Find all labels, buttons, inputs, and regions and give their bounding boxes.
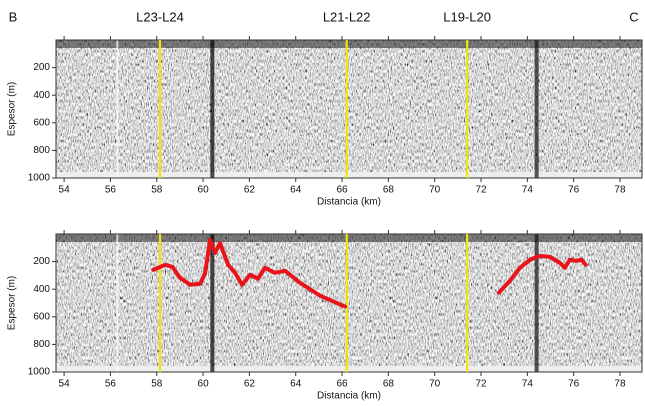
radar-image [56, 234, 642, 372]
profile-stripe [210, 234, 215, 372]
x-tick-label: 60 [198, 185, 210, 196]
y-tick-label: 600 [33, 311, 50, 322]
profile-stripe [534, 234, 539, 372]
x-tick-label: 54 [59, 185, 71, 196]
x-tick-label: 74 [522, 379, 534, 390]
x-tick-label: 76 [568, 379, 580, 390]
x-axis-label: Distancia (km) [317, 391, 381, 402]
x-tick-label: 56 [105, 185, 117, 196]
x-tick-label: 68 [383, 379, 395, 390]
x-tick-label: 58 [151, 379, 163, 390]
y-tick-label: 600 [33, 117, 50, 128]
x-tick-label: 72 [475, 185, 487, 196]
y-tick-label: 400 [33, 284, 50, 295]
bed-band [56, 172, 642, 178]
x-tick-label: 62 [244, 185, 256, 196]
profile-stripe [116, 40, 119, 178]
y-axis-label: Espesor (m) [7, 82, 18, 136]
x-axis-label: Distancia (km) [317, 197, 381, 208]
y-tick-label: 800 [33, 145, 50, 156]
bed-band [56, 366, 642, 372]
x-tick-label: 70 [429, 185, 441, 196]
x-tick-label: 76 [568, 185, 580, 196]
x-tick-label: 66 [336, 379, 348, 390]
plot-frame [55, 39, 643, 179]
x-tick-label: 66 [336, 185, 348, 196]
x-tick-label: 58 [151, 185, 163, 196]
y-tick-label: 800 [33, 339, 50, 350]
profile-stripe [116, 234, 119, 372]
x-tick-label: 78 [614, 379, 626, 390]
x-tick-label: 64 [290, 379, 302, 390]
x-tick-label: 60 [198, 379, 210, 390]
y-tick-label: 1000 [28, 367, 51, 378]
y-tick-label: 200 [33, 256, 50, 267]
surface-band [56, 40, 642, 48]
x-tick-label: 62 [244, 379, 256, 390]
x-tick-label: 54 [59, 379, 71, 390]
profile-stripe [534, 40, 539, 178]
marker-label: L21-L22 [323, 9, 371, 24]
x-tick-label: 72 [475, 379, 487, 390]
y-tick-label: 1000 [28, 173, 51, 184]
y-tick-label: 200 [33, 62, 50, 73]
x-tick-label: 70 [429, 379, 441, 390]
x-tick-label: 74 [522, 185, 534, 196]
marker-label: L23-L24 [136, 9, 184, 24]
x-tick-label: 68 [383, 185, 395, 196]
y-axis-label: Espesor (m) [7, 276, 18, 330]
plot-frame [55, 233, 643, 373]
profile-end-label: C [629, 9, 638, 24]
profile-start-label: B [9, 9, 18, 24]
x-tick-label: 56 [105, 379, 117, 390]
x-tick-label: 64 [290, 185, 302, 196]
marker-label: L19-L20 [443, 9, 491, 24]
radar-image [56, 40, 642, 178]
thickness-line [151, 237, 588, 309]
profile-stripe [210, 40, 215, 178]
surface-band [56, 234, 642, 242]
x-tick-label: 78 [614, 185, 626, 196]
y-tick-label: 400 [33, 90, 50, 101]
